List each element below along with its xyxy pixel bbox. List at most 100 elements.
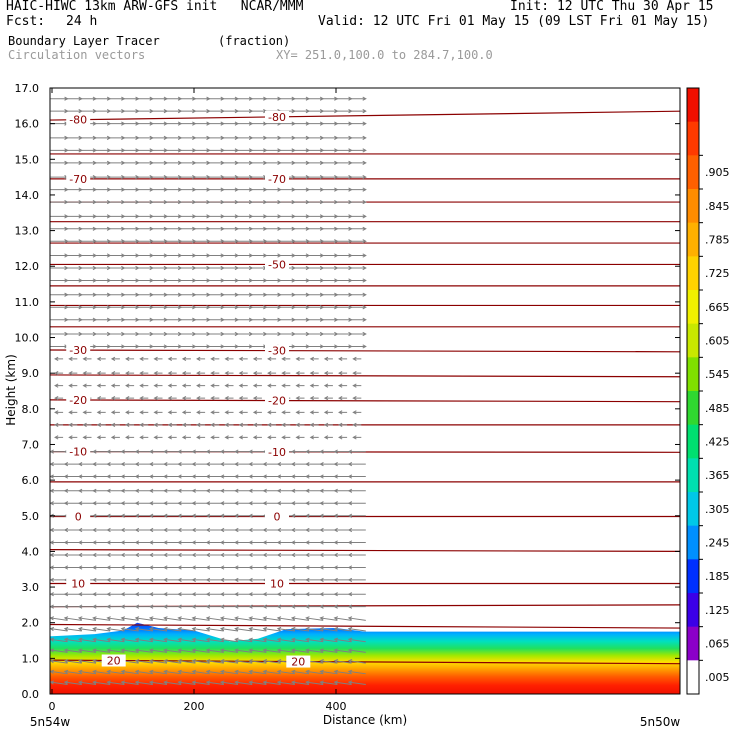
contour-label: 0 <box>75 510 82 523</box>
circulation-vector <box>210 396 220 401</box>
circulation-vector <box>92 648 111 653</box>
circulation-vector <box>238 410 248 415</box>
circulation-vector <box>276 669 295 675</box>
circulation-vector <box>248 648 267 653</box>
circulation-vector <box>347 488 366 493</box>
circulation-vector <box>290 616 310 621</box>
circulation-vector <box>267 435 277 440</box>
circulation-vector <box>238 383 248 388</box>
circulation-vector <box>352 371 362 376</box>
contour-label-bg <box>265 344 289 357</box>
circulation-vector <box>281 383 291 388</box>
circulation-vector <box>63 616 82 621</box>
contour-label-bg <box>66 172 91 185</box>
y-tick-label: 2.0 <box>22 617 40 630</box>
circulation-vector <box>96 435 106 440</box>
circulation-vector <box>153 371 163 376</box>
y-tick-label: 10.0 <box>15 332 40 345</box>
circulation-vector <box>295 356 305 362</box>
circulation-vector <box>234 680 253 686</box>
circulation-vector <box>234 616 253 621</box>
temperature-contour <box>50 349 680 353</box>
circulation-vector <box>348 135 367 141</box>
circulation-vector <box>333 626 352 632</box>
circulation-vector <box>167 371 177 376</box>
circulation-vector <box>348 199 367 205</box>
circulation-vector <box>134 626 153 632</box>
circulation-vector <box>290 637 310 643</box>
circulation-vector <box>319 680 338 686</box>
circulation-vector <box>153 435 163 440</box>
circulation-vector <box>191 669 210 675</box>
circulation-vector <box>262 637 281 643</box>
contour-label-bg <box>66 577 91 590</box>
colorbar-swatch <box>687 121 699 156</box>
colorbar-label: .305 <box>705 503 730 516</box>
colorbar-swatch <box>687 458 699 493</box>
circulation-vector <box>125 410 135 415</box>
circulation-vector <box>167 383 177 388</box>
circulation-vector <box>347 565 366 570</box>
circulation-vector <box>309 383 319 388</box>
circulation-vector <box>96 371 106 376</box>
circulation-vector <box>348 121 367 126</box>
circulation-vector <box>267 371 277 376</box>
circulation-vector <box>347 449 366 454</box>
cross-section-coords: XY= 251.0,100.0 to 284.7,100.0 <box>276 48 493 62</box>
colorbar-swatch <box>687 559 699 594</box>
circulation-vector <box>54 422 64 427</box>
y-tick-label: 17.0 <box>15 82 40 95</box>
circulation-vector <box>50 669 68 675</box>
y-tick-label: 12.0 <box>15 260 40 273</box>
circulation-vector <box>205 648 224 653</box>
circulation-vector <box>92 637 111 643</box>
circulation-vector <box>309 356 319 362</box>
y-tick-label: 14.0 <box>15 189 40 202</box>
circulation-vector <box>323 371 333 376</box>
circulation-vector <box>77 669 97 675</box>
contour-label: -70 <box>69 173 87 186</box>
circulation-vector <box>50 648 68 653</box>
circulation-vector <box>248 637 267 643</box>
colorbar-swatch <box>687 424 699 459</box>
colorbar-swatch <box>687 189 699 224</box>
contour-label: -80 <box>69 114 87 127</box>
circulation-vector <box>333 637 352 643</box>
circulation-vector <box>167 396 177 401</box>
circulation-vector <box>134 616 153 621</box>
circulation-vector <box>347 637 366 643</box>
contour-label-bg <box>101 654 126 667</box>
circulation-vector <box>238 356 248 362</box>
circulation-vector <box>106 648 125 653</box>
circulation-vector <box>305 648 324 653</box>
y-tick-label: 5.0 <box>22 510 40 523</box>
circulation-vector <box>54 396 64 401</box>
temperature-contour <box>50 549 680 553</box>
circulation-vector <box>276 626 295 632</box>
y-tick-label: 9.0 <box>22 367 40 380</box>
circulation-vector <box>348 292 367 297</box>
circulation-vector <box>54 410 64 415</box>
circulation-vector <box>139 383 149 388</box>
circulation-vector <box>323 383 333 388</box>
circulation-vector <box>196 435 206 440</box>
circulation-vector <box>92 669 111 675</box>
circulation-vector <box>234 637 253 643</box>
circulation-vector <box>167 410 177 415</box>
circulation-vector <box>191 637 210 643</box>
circulation-vector <box>219 616 239 621</box>
circulation-vector <box>338 410 348 415</box>
circulation-vector <box>347 501 366 506</box>
circulation-vector <box>338 383 348 388</box>
circulation-vector <box>348 187 367 192</box>
colorbar-label: .185 <box>705 570 730 583</box>
circulation-vector <box>50 637 68 643</box>
circulation-vector <box>267 410 277 415</box>
circulation-vector <box>348 265 367 271</box>
circulation-vector <box>210 435 220 440</box>
circulation-vector <box>68 410 78 415</box>
circulation-vector <box>68 371 78 376</box>
circulation-vector <box>352 410 362 415</box>
circulation-vector <box>319 616 338 621</box>
circulation-vector <box>120 669 139 675</box>
